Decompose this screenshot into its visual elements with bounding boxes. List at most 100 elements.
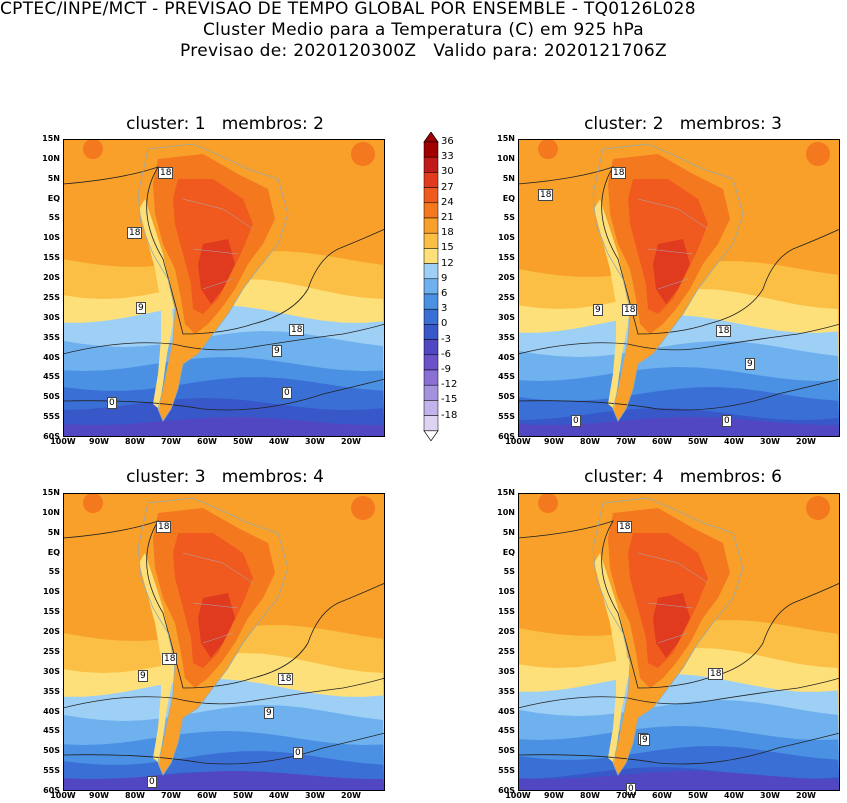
latitude-tick-label: 25S [498,646,515,656]
temperature-map [517,139,841,437]
latitude-tick-label: 10S [498,233,515,243]
latitude-tick-label: 55S [43,766,60,776]
colorbar-label: -15 [441,394,458,406]
colorbar-label: 36 [441,136,454,147]
contour-label: 9 [272,345,282,357]
longitude-tick-label: 40W [724,437,744,446]
colorbar-label: 27 [441,181,454,193]
colorbar-label: -6 [441,348,451,360]
longitude-tick-label: 80W [580,437,600,446]
latitude-tick-label: 20S [43,627,60,637]
latitude-tick-label: 45S [43,372,60,382]
latitude-tick-label: 10S [43,233,60,243]
latitude-tick-label: 25S [43,646,60,656]
contour-label: 18 [611,167,627,179]
latitude-tick-label: 10N [42,153,60,163]
latitude-tick-label: 60S [43,786,60,795]
map-panel [62,493,386,791]
colorbar-label: 24 [441,196,454,208]
temperature-map [62,139,386,437]
longitude-tick-label: 90W [544,437,564,446]
latitude-tick-label: 55S [498,766,515,776]
longitude-tick-label: 40W [269,437,289,446]
colorbar-label: 30 [441,166,454,178]
latitude-tick-label: 5N [502,527,515,537]
latitude-tick-label: 40S [43,352,60,362]
longitude-tick-label: 50W [688,437,708,446]
latitude-tick-label: 5N [502,173,515,183]
contour-label: 9 [745,358,755,370]
latitude-tick-label: 50S [498,392,515,402]
longitude-tick-label: 90W [89,437,109,446]
colorbar-label: -9 [441,364,451,375]
latitude-tick-label: 25S [498,292,515,302]
colorbar-label: 21 [441,212,454,223]
contour-label: 18 [156,521,172,533]
colorbar-label: 3 [441,303,448,315]
latitude-tick-label: 45S [498,372,515,382]
colorbar-label: 18 [441,227,454,239]
longitude-tick-label: 20W [796,791,816,800]
latitude-tick-label: 20S [498,627,515,637]
latitude-tick-label: 30S [498,666,515,676]
panel-title: cluster: 4 membros: 6 [584,467,782,487]
contour-label: 18 [617,521,633,533]
contour-label: 18 [622,304,638,316]
latitude-tick-label: 55S [43,412,60,422]
contour-label: 0 [722,415,732,427]
latitude-tick-label: 50S [43,746,60,756]
longitude-tick-label: 30W [305,437,325,446]
latitude-tick-label: 45S [498,726,515,736]
longitude-tick-label: 40W [269,791,289,800]
latitude-tick-label: 15S [43,253,60,263]
latitude-tick-label: 20S [498,273,515,283]
colorbar-label: -18 [441,409,458,421]
longitude-tick-label: 90W [544,791,564,800]
latitude-tick-label: 40S [498,352,515,362]
panel-title: cluster: 2 membros: 3 [584,114,782,134]
longitude-tick-label: 100W [50,437,76,446]
longitude-tick-label: 30W [305,791,325,800]
colorbar-swatches [423,132,439,441]
latitude-tick-label: 25S [43,292,60,302]
contour-label: 18 [162,653,178,665]
colorbar-label: -12 [441,379,458,391]
latitude-tick-label: 60S [43,432,60,441]
latitude-tick-label: 5S [48,567,60,577]
longitude-tick-label: 100W [505,437,531,446]
longitude-tick-label: 30W [760,791,780,800]
contour-label: 0 [293,747,303,759]
latitude-tick-label: 5S [503,213,515,223]
contour-label: 18 [716,325,732,337]
latitude-tick-label: 5S [503,567,515,577]
contour-label: 0 [147,776,157,788]
latitude-tick-label: 40S [498,706,515,716]
longitude-tick-label: 70W [616,437,636,446]
longitude-tick-label: 50W [233,437,253,446]
colorbar-label: -3 [441,333,451,345]
contour-label: 18 [127,227,143,239]
contour-label: 9 [136,302,146,314]
longitude-tick-label: 90W [89,791,109,800]
colorbar-label: 33 [441,151,454,163]
longitude-tick-label: 60W [652,791,672,800]
longitude-tick-label: 70W [616,791,636,800]
latitude-tick-label: 35S [43,686,60,696]
latitude-tick-label: 15N [42,134,60,143]
longitude-tick-label: 20W [341,437,361,446]
latitude-tick-label: 15S [498,253,515,263]
latitude-tick-label: 5N [47,527,60,537]
colorbar-label: 9 [441,272,448,284]
map-panel [62,139,386,437]
contour-label: 18 [278,673,294,685]
map-panel [517,493,841,791]
latitude-tick-label: 30S [43,312,60,322]
contour-label: 18 [289,324,305,336]
contour-label: 18 [538,189,554,201]
latitude-tick-label: 15N [497,488,515,497]
contour-label: 9 [264,707,274,719]
contour-label: 0 [571,415,581,427]
latitude-tick-label: 15N [497,134,515,143]
latitude-tick-label: 10S [43,587,60,597]
header-line-2: Cluster Medio para a Temperatura (C) em … [202,20,645,40]
